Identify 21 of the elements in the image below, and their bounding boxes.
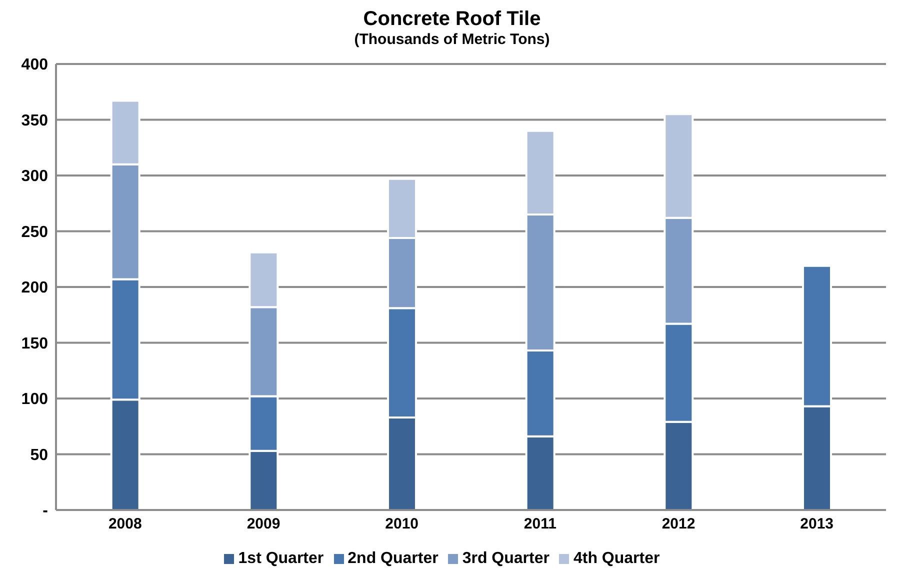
chart-title: Concrete Roof Tile — [362, 8, 542, 31]
legend-label: 4th Quarter — [573, 550, 660, 567]
y-tick-label: 50 — [30, 446, 48, 464]
legend-label: 1st Quarter — [238, 550, 324, 567]
x-tick-label: 2013 — [800, 516, 834, 533]
y-tick-label: 350 — [21, 112, 48, 130]
y-tick-label: - — [42, 502, 48, 520]
x-tick-label: 2008 — [108, 516, 142, 533]
y-tick-label: 250 — [21, 224, 48, 241]
x-tick-label: 2011 — [524, 516, 556, 533]
y-tick-label: 400 — [21, 56, 48, 74]
y-tick-label: 150 — [21, 335, 48, 352]
legend-label: 3rd Quarter — [462, 550, 550, 567]
x-tick-label: 2012 — [662, 516, 696, 533]
x-tick-label: 2010 — [385, 516, 419, 533]
x-tick-label: 2009 — [246, 516, 280, 533]
chart-subtitle: (Thousands of Metric Tons) — [353, 31, 551, 48]
legend-label: 2nd Quarter — [348, 550, 438, 567]
y-tick-label: 100 — [21, 391, 48, 408]
y-tick-label: 300 — [21, 168, 48, 186]
y-tick-label: 200 — [21, 280, 48, 297]
